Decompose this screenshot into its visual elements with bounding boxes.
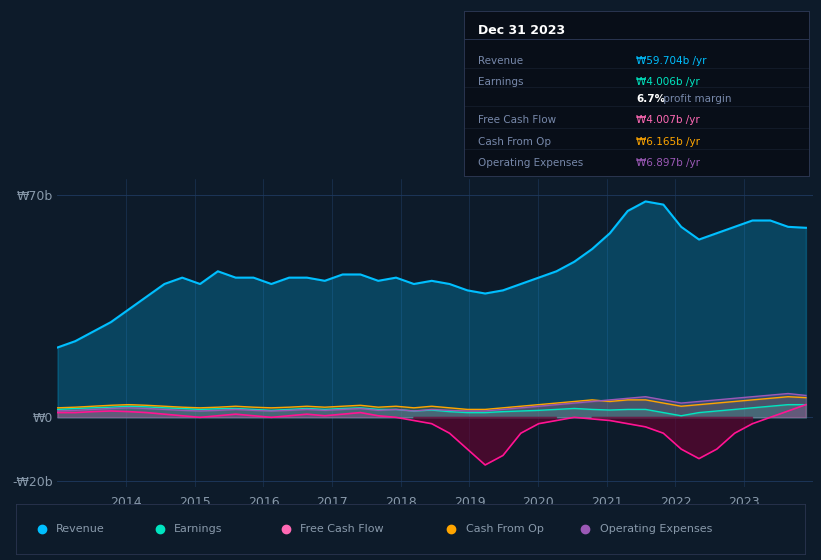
Text: profit margin: profit margin xyxy=(660,94,732,104)
Text: ₩4.006b /yr: ₩4.006b /yr xyxy=(636,77,700,87)
Text: Revenue: Revenue xyxy=(478,56,523,66)
Text: Cash From Op: Cash From Op xyxy=(478,137,551,147)
Text: Earnings: Earnings xyxy=(478,77,523,87)
Text: 6.7%: 6.7% xyxy=(636,94,665,104)
Text: Cash From Op: Cash From Op xyxy=(466,524,544,534)
Text: ₩4.007b /yr: ₩4.007b /yr xyxy=(636,115,700,125)
Text: Free Cash Flow: Free Cash Flow xyxy=(300,524,383,534)
Text: Earnings: Earnings xyxy=(174,524,222,534)
Text: Free Cash Flow: Free Cash Flow xyxy=(478,115,556,125)
Text: ₩6.897b /yr: ₩6.897b /yr xyxy=(636,158,700,168)
Text: Dec 31 2023: Dec 31 2023 xyxy=(478,25,565,38)
Text: ₩59.704b /yr: ₩59.704b /yr xyxy=(636,56,707,66)
Text: Revenue: Revenue xyxy=(56,524,104,534)
Text: ₩6.165b /yr: ₩6.165b /yr xyxy=(636,137,700,147)
Text: Operating Expenses: Operating Expenses xyxy=(599,524,712,534)
Text: Operating Expenses: Operating Expenses xyxy=(478,158,583,168)
